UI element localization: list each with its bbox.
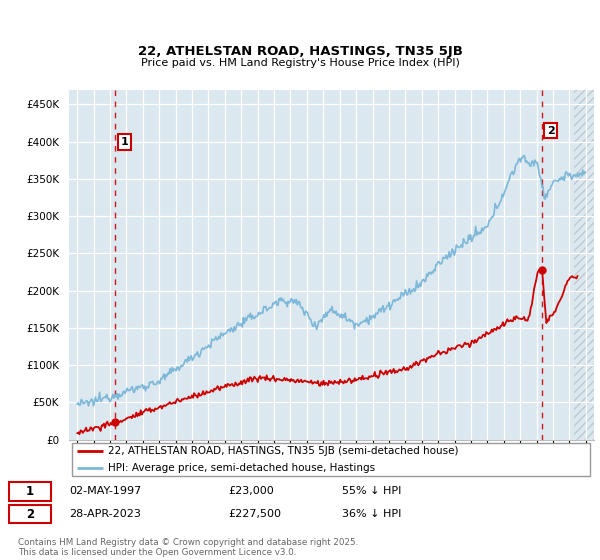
Text: 1: 1	[121, 137, 128, 147]
Text: 22, ATHELSTAN ROAD, HASTINGS, TN35 5JB (semi-detached house): 22, ATHELSTAN ROAD, HASTINGS, TN35 5JB (…	[109, 446, 459, 456]
Text: £23,000: £23,000	[228, 487, 274, 496]
Text: 22, ATHELSTAN ROAD, HASTINGS, TN35 5JB: 22, ATHELSTAN ROAD, HASTINGS, TN35 5JB	[137, 45, 463, 58]
FancyBboxPatch shape	[9, 505, 51, 523]
Text: 36% ↓ HPI: 36% ↓ HPI	[342, 509, 401, 519]
FancyBboxPatch shape	[9, 482, 51, 501]
Text: 02-MAY-1997: 02-MAY-1997	[69, 487, 141, 496]
Text: 2: 2	[547, 125, 554, 136]
Text: 1: 1	[26, 485, 34, 498]
Text: Price paid vs. HM Land Registry's House Price Index (HPI): Price paid vs. HM Land Registry's House …	[140, 58, 460, 68]
Text: 2: 2	[26, 507, 34, 521]
Text: Contains HM Land Registry data © Crown copyright and database right 2025.
This d: Contains HM Land Registry data © Crown c…	[18, 538, 358, 557]
Bar	[574, 90, 594, 440]
Text: 55% ↓ HPI: 55% ↓ HPI	[342, 487, 401, 496]
Text: 28-APR-2023: 28-APR-2023	[69, 509, 141, 519]
Text: HPI: Average price, semi-detached house, Hastings: HPI: Average price, semi-detached house,…	[109, 463, 376, 473]
Text: £227,500: £227,500	[228, 509, 281, 519]
